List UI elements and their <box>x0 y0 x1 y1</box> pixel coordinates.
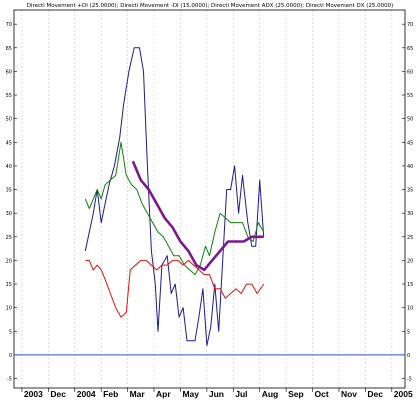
x-tick-label: 2005 <box>394 389 413 399</box>
y-tick-label-left: 30 <box>6 211 12 217</box>
y-tick-label-left: 60 <box>6 69 12 75</box>
y-tick-label-left: 70 <box>6 22 12 28</box>
y-tick-label-right: 70 <box>407 22 413 28</box>
x-tick-label: 2004 <box>77 389 96 399</box>
y-tick-label-left: 50 <box>6 117 12 123</box>
y-tick-label-right: 40 <box>407 164 413 170</box>
x-tick-label: Sep <box>288 389 304 399</box>
x-tick-label: May <box>182 389 199 399</box>
y-tick-label-left: -5 <box>7 377 12 383</box>
y-tick-label-right: 65 <box>407 46 413 52</box>
y-tick-label-left: 45 <box>6 140 12 146</box>
y-tick-label-left: 65 <box>6 46 12 52</box>
series-line-3 <box>131 160 264 272</box>
x-tick-label: Jun <box>209 389 224 399</box>
x-tick-label: 2003 <box>24 389 43 399</box>
x-tick-label: Aug <box>262 389 279 399</box>
y-tick-label-left: 20 <box>6 258 12 264</box>
x-tick-label: Oct <box>315 389 329 399</box>
y-tick-label-right: 50 <box>407 117 413 123</box>
y-tick-label-left: 35 <box>6 188 12 194</box>
y-tick-label-right: 45 <box>407 140 413 146</box>
y-tick-label-right: 60 <box>407 69 413 75</box>
y-tick-label-left: 0 <box>9 353 12 359</box>
grid <box>21 10 393 388</box>
x-tick-label: Feb <box>103 389 118 399</box>
x-tick-label: Jul <box>235 389 247 399</box>
y-tick-label-right: 10 <box>407 306 413 312</box>
y-tick-label-right: 5 <box>407 329 410 335</box>
x-tick-label: Dec <box>367 389 383 399</box>
x-tick-label: Nov <box>341 389 357 399</box>
x-tick-label: Apr <box>156 389 171 399</box>
y-tick-label-right: -5 <box>407 377 412 383</box>
y-tick-label-right: 30 <box>407 211 413 217</box>
y-tick-label-left: 5 <box>9 329 12 335</box>
y-tick-label-left: 15 <box>6 282 12 288</box>
series-line-0 <box>84 47 265 346</box>
y-tick-label-left: 25 <box>6 235 12 241</box>
y-tick-label-right: 0 <box>407 353 410 359</box>
series-lines <box>84 47 265 346</box>
chart-title: Directi Movement +DI (25.0000); Directi … <box>27 3 394 9</box>
y-tick-label-right: 25 <box>407 235 413 241</box>
series-line-2 <box>85 259 265 318</box>
y-tick-label-left: 10 <box>6 306 12 312</box>
plot-frame <box>13 9 406 389</box>
y-tick-label-right: 35 <box>407 188 413 194</box>
y-tick-label-right: 15 <box>407 282 413 288</box>
y-tick-label-left: 40 <box>6 164 12 170</box>
series-line-1 <box>84 141 265 276</box>
y-tick-label-left: 55 <box>6 93 12 99</box>
y-tick-label-right: 55 <box>407 93 413 99</box>
x-tick-label: Mar <box>130 389 146 399</box>
y-tick-label-right: 20 <box>407 258 413 264</box>
x-tick-label: Dec <box>50 389 66 399</box>
